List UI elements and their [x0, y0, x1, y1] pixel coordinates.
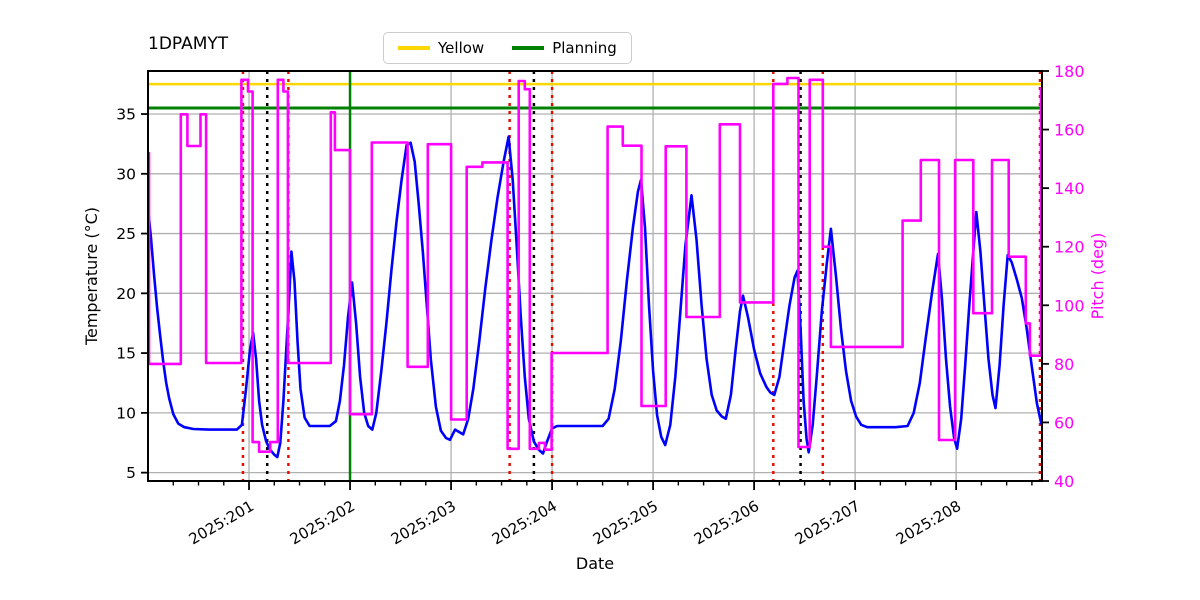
yellow-line-swatch	[398, 46, 430, 50]
temperature-series	[148, 135, 1042, 459]
limit-lines	[148, 82, 1042, 110]
y-axis-label-pitch: Pitch (deg)	[1088, 233, 1107, 320]
temp-tick-label: 30	[116, 165, 136, 183]
x-tick-label: 2025:201	[186, 497, 257, 549]
pitch-tick-label: 60	[1054, 413, 1074, 432]
legend-label: Yellow	[438, 39, 485, 57]
x-axis: 2025:201 2025:202 2025:203 2025:204 2025:205…	[172, 481, 1033, 573]
x-tick-label: 2025:202	[287, 497, 358, 549]
x-tick-label: 2025:208	[893, 497, 964, 549]
y-axis-temperature: 5 10 15 20 25 30 35 Temperature (°C)	[82, 106, 148, 482]
pitch-tick-label: 40	[1054, 472, 1074, 491]
x-axis-label: Date	[576, 554, 614, 573]
x-tick-label: 2025:206	[691, 497, 762, 549]
legend-item-planning: Planning	[512, 39, 617, 57]
x-tick-label: 2025:205	[590, 497, 661, 549]
pitch-series	[148, 76, 1042, 454]
y-axis-label-temperature: Temperature (°C)	[82, 207, 101, 346]
x-tick-label: 2025:204	[489, 497, 560, 549]
temp-tick-label: 25	[116, 225, 136, 243]
pitch-tick-label: 80	[1054, 355, 1074, 374]
temp-tick-label: 15	[116, 345, 136, 363]
pitch-tick-label: 140	[1054, 179, 1085, 198]
x-tick-label: 2025:203	[388, 497, 459, 549]
legend-item-yellow: Yellow	[398, 39, 484, 57]
legend: Yellow Planning	[383, 32, 632, 64]
legend-label: Planning	[552, 39, 617, 57]
pitch-tick-label: 160	[1054, 121, 1085, 140]
pitch-tick-label: 180	[1054, 62, 1085, 81]
pitch-tick-label: 120	[1054, 238, 1085, 257]
series	[148, 76, 1042, 459]
pitch-tick-label: 100	[1054, 296, 1085, 315]
temp-tick-label: 20	[116, 285, 136, 303]
plot-border	[147, 70, 1043, 482]
temp-tick-label: 5	[126, 464, 136, 482]
page-title: 1DPAMYT	[148, 34, 229, 54]
temp-tick-label: 35	[116, 106, 136, 124]
temp-tick-label: 10	[116, 404, 136, 422]
x-tick-label: 2025:207	[792, 497, 863, 549]
y-axis-pitch: 40 60 80 100 120 140 160 180 Pitch (deg)	[1042, 62, 1107, 491]
planning-line-swatch	[512, 46, 545, 50]
